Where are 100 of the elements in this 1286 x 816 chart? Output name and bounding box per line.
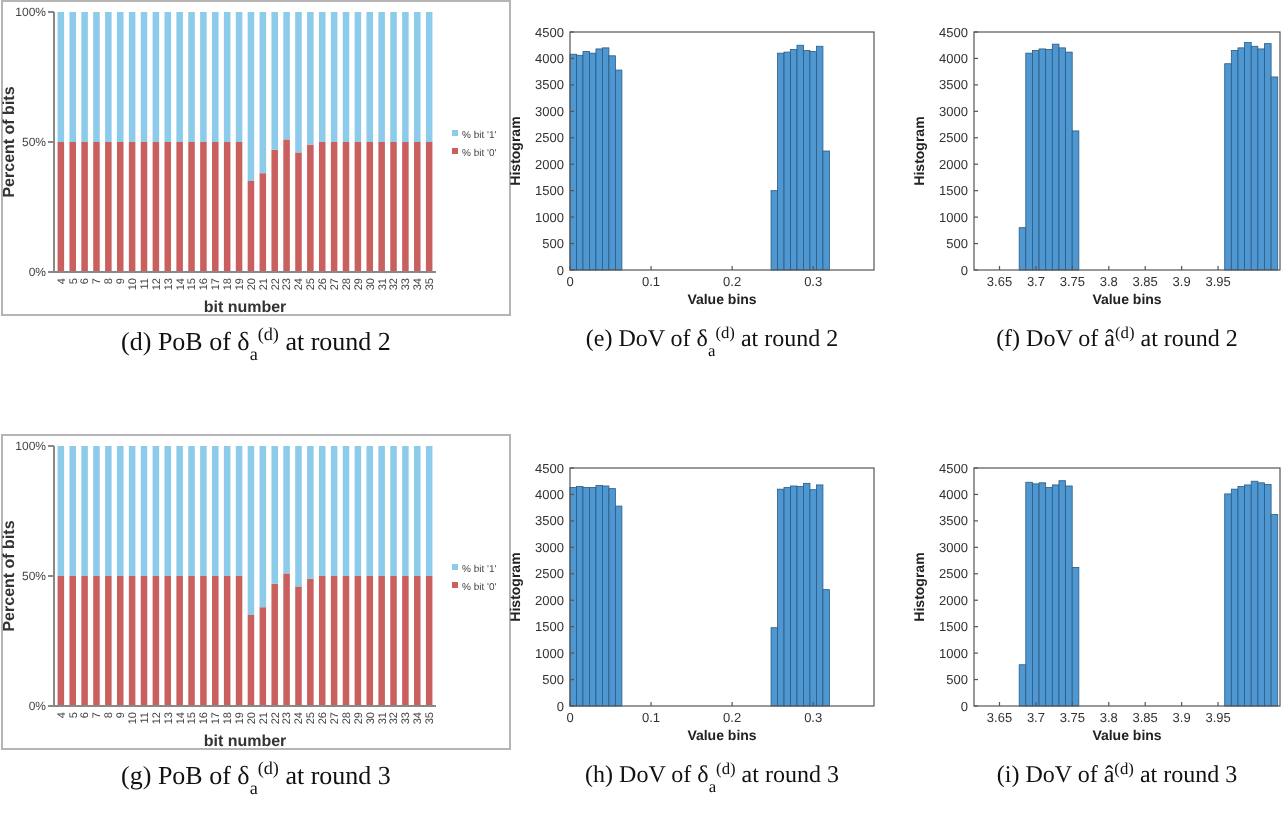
bar xyxy=(128,576,136,706)
bar xyxy=(307,144,314,272)
bar xyxy=(223,446,231,576)
bar xyxy=(140,142,148,272)
bar xyxy=(259,607,267,706)
bar xyxy=(366,12,374,142)
bar xyxy=(152,142,160,272)
bar xyxy=(425,576,433,706)
bar xyxy=(105,12,112,142)
bar xyxy=(188,142,195,272)
bar xyxy=(342,576,350,706)
bar xyxy=(283,573,290,706)
bar xyxy=(318,142,326,272)
bar xyxy=(212,576,219,706)
bar xyxy=(247,181,255,272)
bar xyxy=(295,12,302,153)
bar xyxy=(116,142,124,272)
bar xyxy=(330,142,338,272)
bar xyxy=(212,142,219,272)
bar xyxy=(271,12,278,150)
text: (h) DoV of δ$_{a}$$^{(d)}$ at round 3 xyxy=(585,759,839,795)
bar xyxy=(116,12,124,142)
bar xyxy=(342,446,350,576)
bar xyxy=(318,12,326,142)
bar xyxy=(93,142,100,272)
bar xyxy=(164,142,172,272)
bar xyxy=(164,576,172,706)
bar xyxy=(402,576,409,706)
bar xyxy=(366,446,374,576)
bar xyxy=(93,576,100,706)
text: (i) DoV of â$^{(d)}$ at round 3 xyxy=(996,759,1238,788)
bar xyxy=(188,446,195,576)
bar xyxy=(212,446,219,576)
bar xyxy=(295,446,302,587)
bar xyxy=(366,142,374,272)
bar xyxy=(259,173,267,272)
bar xyxy=(57,142,65,272)
bar xyxy=(152,576,160,706)
bar xyxy=(200,12,207,142)
bar xyxy=(307,12,314,145)
bar xyxy=(318,576,326,706)
bar xyxy=(223,576,231,706)
bar xyxy=(283,12,290,140)
bar xyxy=(271,149,278,272)
bar xyxy=(330,12,338,142)
bar xyxy=(105,576,112,706)
bar xyxy=(176,446,183,576)
bar xyxy=(105,142,112,272)
bar xyxy=(57,12,65,142)
bar xyxy=(69,576,76,706)
bar xyxy=(318,446,326,576)
bar xyxy=(105,446,112,576)
bar xyxy=(354,142,362,272)
bar xyxy=(247,615,255,706)
bar xyxy=(414,142,421,272)
bar xyxy=(200,142,207,272)
bar xyxy=(390,576,397,706)
x-axis-title: bit number xyxy=(203,298,287,316)
x-axis-title: bit number xyxy=(203,732,287,750)
text: (g) PoB of δ$_{a}$$^{(d)}$ at round 3 xyxy=(121,758,391,798)
bar xyxy=(188,12,195,142)
bar xyxy=(402,12,409,142)
bar xyxy=(378,12,385,142)
bar xyxy=(235,446,243,576)
bar xyxy=(283,139,290,272)
bar xyxy=(342,12,350,142)
bar xyxy=(425,12,433,142)
bar xyxy=(283,446,290,574)
bar xyxy=(235,576,243,706)
bar xyxy=(247,12,255,181)
bar xyxy=(247,446,255,615)
bar xyxy=(223,142,231,272)
bar xyxy=(330,576,338,706)
bar xyxy=(414,446,421,576)
text: (f) DoV of â$^{(d)}$ at round 2 xyxy=(996,323,1238,352)
bar xyxy=(176,142,183,272)
bar xyxy=(69,142,76,272)
bar xyxy=(295,586,302,706)
bar xyxy=(271,446,278,584)
bar xyxy=(342,142,350,272)
bar xyxy=(116,446,124,576)
bar xyxy=(402,446,409,576)
bar xyxy=(69,446,76,576)
bar xyxy=(152,12,160,142)
text: (e) DoV of δ$_{a}$$^{(d)}$ at round 2 xyxy=(585,323,839,359)
bar xyxy=(354,12,362,142)
y-axis-title: Percent of bits xyxy=(0,85,18,198)
bar xyxy=(223,12,231,142)
bar xyxy=(235,142,243,272)
bar xyxy=(188,576,195,706)
bar xyxy=(259,12,267,174)
y-axis-title: Percent of bits xyxy=(0,519,18,632)
bar xyxy=(366,576,374,706)
bar xyxy=(176,576,183,706)
bar xyxy=(307,446,314,579)
bar xyxy=(69,12,76,142)
bar xyxy=(93,12,100,142)
bar xyxy=(81,142,88,272)
bar xyxy=(128,142,136,272)
bar xyxy=(271,583,278,706)
